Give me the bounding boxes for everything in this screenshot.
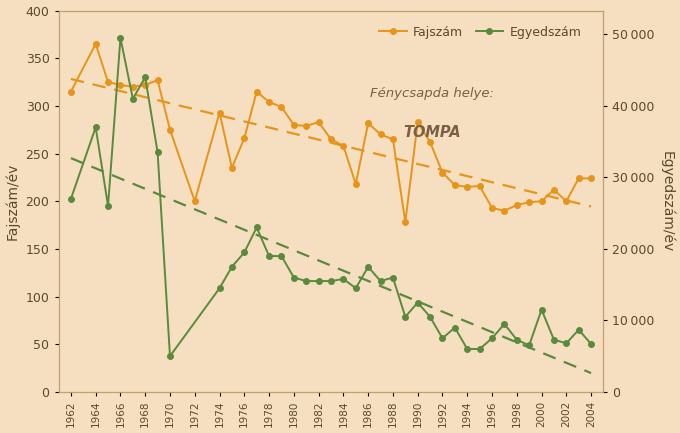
Text: TOMPA: TOMPA [403, 125, 460, 140]
Fajszám [67, 89, 75, 94]
Egyedszám [166, 354, 174, 359]
Egyedszám [413, 300, 422, 305]
Fajszám [537, 199, 545, 204]
Egyedszám [401, 314, 409, 320]
Egyedszám [587, 341, 595, 346]
Egyedszám [290, 275, 298, 280]
Y-axis label: Fajszám/év: Fajszám/év [5, 162, 20, 240]
Fajszám [92, 41, 100, 46]
Egyedszám [315, 278, 323, 284]
Egyedszám [228, 264, 236, 269]
Egyedszám [339, 276, 347, 281]
Egyedszám [277, 253, 286, 259]
Fajszám [439, 170, 447, 175]
Line: Fajszám: Fajszám [68, 41, 594, 225]
Egyedszám [550, 337, 558, 343]
Fajszám [166, 127, 174, 132]
Egyedszám [104, 204, 112, 209]
Egyedszám [537, 307, 545, 312]
Egyedszám [426, 314, 434, 320]
Egyedszám [525, 343, 533, 348]
Fajszám [587, 176, 595, 181]
Fajszám [513, 203, 521, 208]
Egyedszám [67, 196, 75, 201]
Egyedszám [216, 286, 224, 291]
Fajszám [315, 120, 323, 125]
Egyedszám [302, 278, 310, 284]
Fajszám [364, 120, 372, 126]
Fajszám [240, 136, 248, 141]
Fajszám [252, 89, 260, 94]
Egyedszám [92, 125, 100, 130]
Egyedszám [377, 278, 385, 284]
Egyedszám [141, 75, 150, 80]
Egyedszám [439, 336, 447, 341]
Fajszám [129, 84, 137, 90]
Fajszám [562, 199, 571, 204]
Fajszám [550, 187, 558, 192]
Fajszám [377, 132, 385, 137]
Fajszám [228, 165, 236, 171]
Egyedszám [129, 96, 137, 101]
Fajszám [426, 139, 434, 145]
Egyedszám [451, 325, 459, 330]
Fajszám [302, 123, 310, 129]
Fajszám [290, 123, 298, 128]
Egyedszám [463, 346, 471, 352]
Egyedszám [488, 336, 496, 341]
Egyedszám [154, 150, 162, 155]
Egyedszám [562, 341, 571, 346]
Egyedszám [500, 321, 509, 326]
Fajszám [488, 205, 496, 210]
Legend: Fajszám, Egyedszám: Fajszám, Egyedszám [374, 21, 586, 44]
Egyedszám [513, 337, 521, 343]
Line: Egyedszám: Egyedszám [68, 35, 594, 359]
Fajszám [141, 82, 150, 87]
Egyedszám [475, 346, 483, 352]
Fajszám [190, 199, 199, 204]
Fajszám [575, 176, 583, 181]
Fajszám [104, 80, 112, 85]
Fajszám [463, 184, 471, 190]
Egyedszám [364, 264, 372, 269]
Fajszám [389, 137, 397, 142]
Text: Fénycsapda helye:: Fénycsapda helye: [370, 87, 494, 100]
Egyedszám [575, 327, 583, 332]
Fajszám [216, 110, 224, 115]
Fajszám [500, 208, 509, 213]
Y-axis label: Egyedszám/év: Egyedszám/év [660, 151, 675, 252]
Fajszám [277, 104, 286, 110]
Egyedszám [352, 286, 360, 291]
Fajszám [525, 200, 533, 205]
Fajszám [413, 120, 422, 125]
Fajszám [339, 143, 347, 149]
Fajszám [352, 181, 360, 187]
Egyedszám [327, 278, 335, 284]
Egyedszám [389, 275, 397, 280]
Fajszám [265, 100, 273, 105]
Fajszám [154, 78, 162, 83]
Fajszám [327, 137, 335, 142]
Fajszám [475, 184, 483, 189]
Egyedszám [116, 36, 124, 41]
Egyedszám [265, 253, 273, 259]
Egyedszám [240, 250, 248, 255]
Fajszám [451, 182, 459, 187]
Fajszám [116, 82, 124, 87]
Fajszám [401, 220, 409, 225]
Egyedszám [252, 225, 260, 230]
